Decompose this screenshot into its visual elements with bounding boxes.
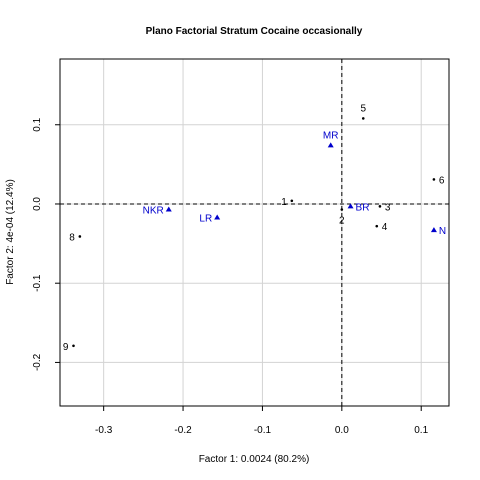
point-label: BR (356, 202, 370, 213)
chart-title: Plano Factorial Stratum Cocaine occasion… (146, 26, 363, 37)
dot-marker (72, 344, 75, 348)
point-label: NKR (143, 206, 164, 217)
dot-marker (290, 199, 294, 203)
point-label: 9 (63, 342, 69, 353)
triangle-marker (214, 214, 221, 220)
triangle-marker (327, 142, 334, 148)
dot-marker (361, 117, 365, 120)
point-label: LR (199, 213, 212, 224)
y-tick-label: -0.1 (32, 274, 43, 292)
data-points: 1 2 3 4 5 6 8 9 MR NKR LR BR N (63, 103, 446, 352)
plot-frame (59, 58, 450, 407)
y-axis-ticks: -0.2 -0.1 0.0 0.1 (32, 117, 60, 371)
dot-marker (340, 208, 344, 211)
dot-marker (378, 205, 382, 208)
dot-marker (78, 235, 82, 238)
y-tick-label: 0.1 (32, 117, 43, 131)
x-tick-label: -0.1 (254, 425, 272, 436)
point-label: 3 (385, 202, 391, 213)
point-label: 6 (439, 175, 445, 186)
point-label: 2 (339, 216, 345, 227)
triangle-marker (165, 206, 172, 212)
point-label: 5 (360, 103, 366, 114)
dot-marker (432, 178, 436, 181)
point-label: 1 (281, 197, 287, 208)
point-label: MR (323, 130, 339, 141)
triangle-marker (347, 203, 354, 209)
x-axis-label: Factor 1: 0.0024 (80.2%) (199, 454, 310, 465)
triangle-marker (430, 227, 437, 233)
x-tick-label: -0.3 (95, 425, 113, 436)
grid-lines (60, 59, 449, 406)
point-label: N (439, 226, 446, 237)
x-tick-label: 0.0 (335, 425, 349, 436)
dot-marker (375, 224, 379, 228)
y-tick-label: -0.2 (32, 353, 43, 371)
point-label: 4 (382, 222, 388, 233)
point-label: 8 (69, 232, 75, 243)
x-tick-label: -0.2 (174, 425, 192, 436)
x-tick-label: 0.1 (414, 425, 428, 436)
reference-lines (60, 59, 449, 406)
y-tick-label: 0.0 (32, 197, 43, 211)
y-axis-label: Factor 2: 4e-04 (12.4%) (5, 179, 16, 285)
x-axis-ticks: -0.3 -0.2 -0.1 0.0 0.1 (95, 406, 429, 436)
